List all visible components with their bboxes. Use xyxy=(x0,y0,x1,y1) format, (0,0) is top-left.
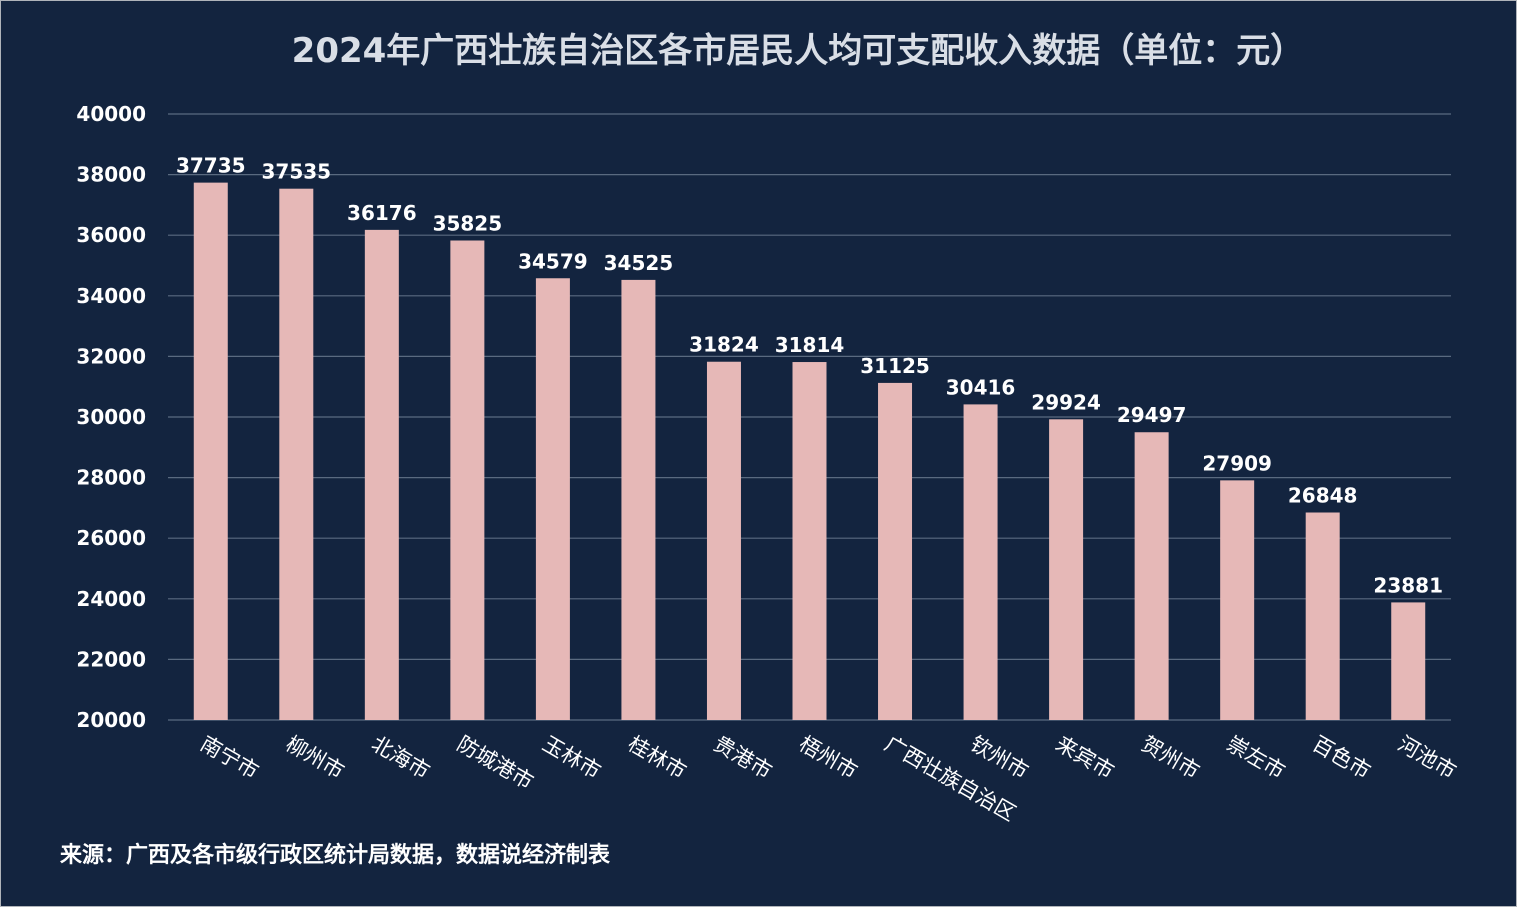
data-label: 35825 xyxy=(433,212,503,236)
bar xyxy=(963,404,998,720)
chart-title: 2024年广西壮族自治区各市居民人均可支配收入数据（单位：元） xyxy=(292,31,1305,71)
data-label: 31125 xyxy=(860,354,930,378)
data-label: 31814 xyxy=(775,333,845,357)
y-tick-label: 38000 xyxy=(76,163,146,187)
y-tick-label: 24000 xyxy=(76,587,146,611)
bar xyxy=(364,229,399,721)
bar xyxy=(1220,480,1255,720)
data-label: 36176 xyxy=(347,201,417,225)
y-tick-label: 40000 xyxy=(76,102,146,126)
bar xyxy=(1134,432,1169,720)
data-label: 29497 xyxy=(1117,403,1187,427)
y-tick-label: 30000 xyxy=(76,405,146,429)
bar xyxy=(878,382,913,720)
data-label: 30416 xyxy=(946,375,1016,399)
y-tick-label: 20000 xyxy=(76,708,146,732)
y-tick-label: 36000 xyxy=(76,223,146,247)
bar xyxy=(1391,602,1426,720)
data-labels: 37735 37535 36176 35825 34579 34525 31824 31814… xyxy=(176,154,1443,598)
y-tick-label: 22000 xyxy=(76,647,146,671)
data-label: 26848 xyxy=(1288,484,1358,508)
bar xyxy=(1305,512,1340,720)
data-label: 37535 xyxy=(262,160,332,184)
data-label: 37735 xyxy=(176,154,246,178)
bar xyxy=(621,279,656,720)
data-label: 31824 xyxy=(689,333,759,357)
bar xyxy=(1049,419,1084,720)
bar xyxy=(706,361,741,720)
y-tick-label: 34000 xyxy=(76,284,146,308)
data-label: 23881 xyxy=(1373,573,1443,597)
bar xyxy=(792,362,827,720)
bar xyxy=(193,182,228,720)
y-tick-label: 28000 xyxy=(76,466,146,490)
bar xyxy=(535,278,570,720)
bar xyxy=(450,240,485,720)
source-note: 来源：广西及各市级行政区统计局数据，数据说经济制表 xyxy=(59,842,611,868)
bars xyxy=(193,182,1426,721)
bar xyxy=(279,188,314,720)
data-label: 34525 xyxy=(604,251,674,275)
y-tick-label: 26000 xyxy=(76,526,146,550)
data-label: 27909 xyxy=(1202,451,1272,475)
data-label: 34579 xyxy=(518,249,588,273)
y-tick-label: 32000 xyxy=(76,344,146,368)
data-label: 29924 xyxy=(1031,390,1101,414)
y-axis-ticks: 20000 22000 24000 26000 28000 30000 32000 34000… xyxy=(76,102,146,732)
